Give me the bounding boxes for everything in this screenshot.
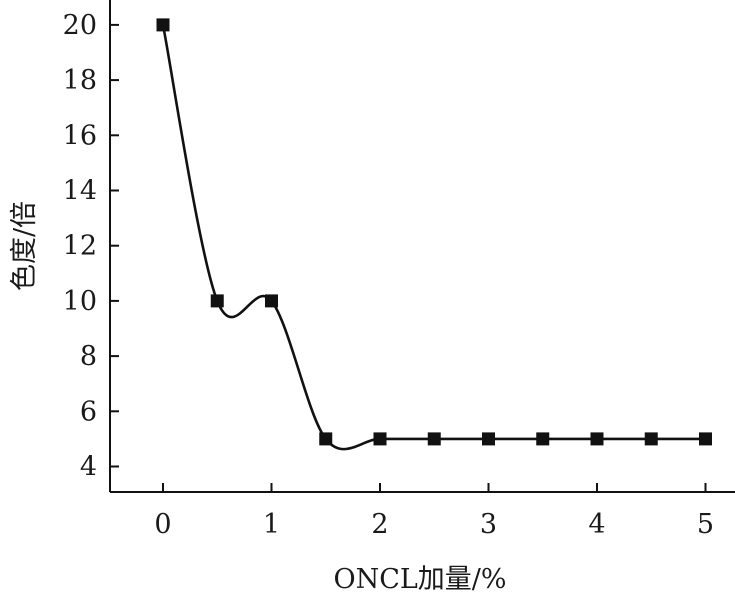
y-tick-label: 14 bbox=[63, 176, 97, 207]
series-line bbox=[161, 24, 706, 451]
data-point-marker bbox=[156, 18, 170, 32]
y-tick-label: 8 bbox=[80, 341, 97, 372]
data-point-marker bbox=[427, 432, 441, 446]
data-point-marker bbox=[265, 294, 278, 308]
x-tick-label: 0 bbox=[154, 509, 171, 540]
data-point-marker bbox=[644, 432, 658, 446]
y-axis-ticks: 4 6 8 10 12 14 16 18 20 bbox=[63, 10, 119, 483]
x-tick-label: 3 bbox=[480, 509, 497, 540]
x-tick-label: 1 bbox=[263, 509, 280, 540]
data-point-marker bbox=[536, 432, 550, 446]
x-axis-label: ONCL加量/% bbox=[333, 564, 506, 595]
x-tick-label: 2 bbox=[371, 509, 388, 540]
data-point-marker bbox=[319, 432, 333, 446]
series-layer bbox=[156, 18, 712, 451]
y-tick-label: 16 bbox=[63, 120, 97, 151]
data-point-marker bbox=[699, 432, 712, 446]
y-axis-label: 色度/倍 bbox=[9, 201, 40, 291]
data-point-marker bbox=[590, 432, 604, 446]
x-tick-label: 5 bbox=[697, 509, 714, 540]
x-tick-label: 4 bbox=[588, 509, 605, 540]
data-point-marker bbox=[373, 432, 387, 446]
data-point-marker bbox=[210, 294, 224, 308]
y-tick-label: 18 bbox=[63, 65, 97, 96]
data-point-marker bbox=[482, 432, 495, 446]
y-tick-label: 10 bbox=[63, 286, 97, 317]
y-tick-label: 12 bbox=[63, 231, 97, 262]
y-tick-label: 20 bbox=[63, 10, 97, 41]
y-tick-label: 6 bbox=[80, 396, 97, 427]
x-axis-ticks: 0 1 2 3 4 5 bbox=[154, 483, 714, 540]
y-tick-label: 4 bbox=[80, 452, 97, 483]
